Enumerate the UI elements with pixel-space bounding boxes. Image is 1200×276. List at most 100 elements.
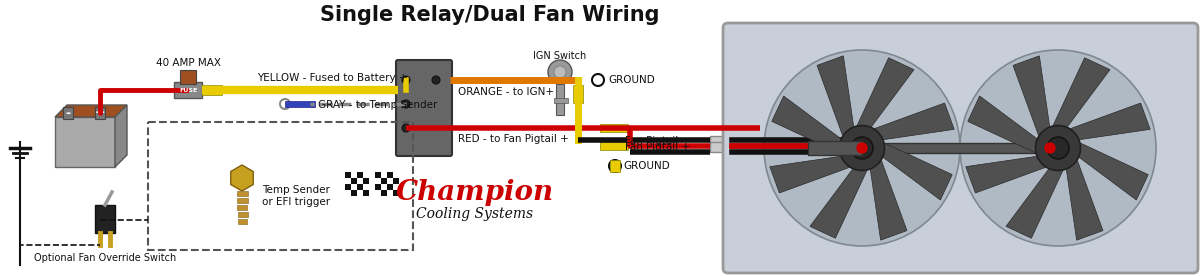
Circle shape [402, 76, 410, 84]
Polygon shape [1006, 166, 1066, 238]
Bar [728, 138, 734, 144]
Polygon shape [55, 117, 115, 167]
Text: Fan Pigtail -: Fan Pigtail - [625, 136, 685, 146]
Bar [238, 191, 248, 196]
Text: RED - to Fan Pigtail +: RED - to Fan Pigtail + [458, 134, 569, 144]
Polygon shape [870, 156, 907, 240]
Bar [358, 172, 364, 178]
Bar [174, 82, 202, 98]
Bar [710, 142, 732, 152]
Bar [382, 172, 386, 178]
Bar [352, 178, 358, 184]
Bar [600, 124, 628, 132]
FancyBboxPatch shape [396, 60, 452, 156]
Bar [238, 205, 247, 210]
Bar [394, 184, 398, 190]
Polygon shape [854, 58, 914, 130]
Bar [610, 160, 620, 172]
Text: Single Relay/Dual Fan Wiring: Single Relay/Dual Fan Wiring [320, 5, 660, 25]
Bar [710, 136, 732, 146]
Text: Cooling Systems: Cooling Systems [416, 207, 534, 221]
Ellipse shape [840, 126, 884, 171]
Circle shape [857, 143, 866, 153]
Bar [286, 101, 314, 107]
Bar [364, 184, 370, 190]
Text: GROUND: GROUND [608, 75, 655, 85]
Bar [374, 178, 382, 184]
Bar [202, 85, 222, 95]
Text: Temp Sender
or EFI trigger: Temp Sender or EFI trigger [262, 185, 330, 207]
Polygon shape [810, 166, 869, 238]
Bar [728, 144, 734, 150]
Text: YELLOW - Fused to Battery +: YELLOW - Fused to Battery + [257, 73, 408, 83]
Polygon shape [1013, 56, 1050, 140]
Bar [364, 190, 370, 196]
Polygon shape [880, 141, 953, 200]
Text: Fan Pigtail +: Fan Pigtail + [625, 142, 690, 152]
Polygon shape [1066, 156, 1103, 240]
Bar [346, 178, 352, 184]
Text: GRAY - to Temp Sender: GRAY - to Temp Sender [318, 100, 437, 110]
Bar [95, 107, 106, 119]
Bar [386, 172, 394, 178]
Bar [374, 190, 382, 196]
Circle shape [548, 60, 572, 84]
Bar [346, 184, 352, 190]
Bar [238, 212, 247, 217]
FancyBboxPatch shape [722, 23, 1198, 273]
Text: Optional Fan Override Switch: Optional Fan Override Switch [34, 253, 176, 263]
Text: -: - [66, 107, 71, 120]
Polygon shape [1051, 58, 1110, 130]
Bar [180, 70, 196, 84]
Text: Champion: Champion [396, 179, 554, 206]
Bar [386, 190, 394, 196]
Bar [862, 143, 1058, 153]
Bar [374, 184, 382, 190]
Bar [554, 98, 568, 103]
Circle shape [432, 76, 440, 84]
Bar [382, 184, 386, 190]
Bar [346, 172, 352, 178]
Ellipse shape [1036, 126, 1080, 171]
Polygon shape [556, 84, 564, 115]
Circle shape [402, 100, 410, 108]
Bar [358, 184, 364, 190]
Bar [394, 172, 398, 178]
Polygon shape [870, 103, 954, 140]
Bar [64, 107, 73, 119]
Ellipse shape [851, 137, 874, 159]
Bar [382, 178, 386, 184]
Bar [95, 205, 115, 233]
Polygon shape [115, 105, 127, 167]
Ellipse shape [1046, 137, 1069, 159]
Bar [148, 122, 413, 250]
Circle shape [1045, 143, 1055, 153]
Polygon shape [770, 156, 854, 193]
Bar [352, 184, 358, 190]
Ellipse shape [960, 50, 1156, 246]
Polygon shape [230, 165, 253, 191]
Circle shape [554, 66, 566, 78]
Bar [238, 198, 247, 203]
Circle shape [402, 124, 410, 132]
Polygon shape [817, 56, 854, 140]
Bar [394, 178, 398, 184]
Text: FUSE: FUSE [179, 87, 197, 92]
Text: ORANGE - to IGN+: ORANGE - to IGN+ [458, 87, 554, 97]
Bar [364, 178, 370, 184]
Bar [364, 172, 370, 178]
Bar [346, 190, 352, 196]
Bar [352, 172, 358, 178]
Text: +: + [95, 107, 106, 120]
Polygon shape [772, 96, 844, 155]
Text: 40 AMP MAX: 40 AMP MAX [156, 58, 221, 68]
Ellipse shape [764, 50, 960, 246]
Bar [374, 172, 382, 178]
Text: GROUND: GROUND [623, 161, 670, 171]
Bar [358, 190, 364, 196]
Polygon shape [967, 96, 1040, 155]
Bar [238, 219, 247, 224]
Bar [386, 184, 394, 190]
Bar [394, 190, 398, 196]
Bar [574, 85, 583, 103]
